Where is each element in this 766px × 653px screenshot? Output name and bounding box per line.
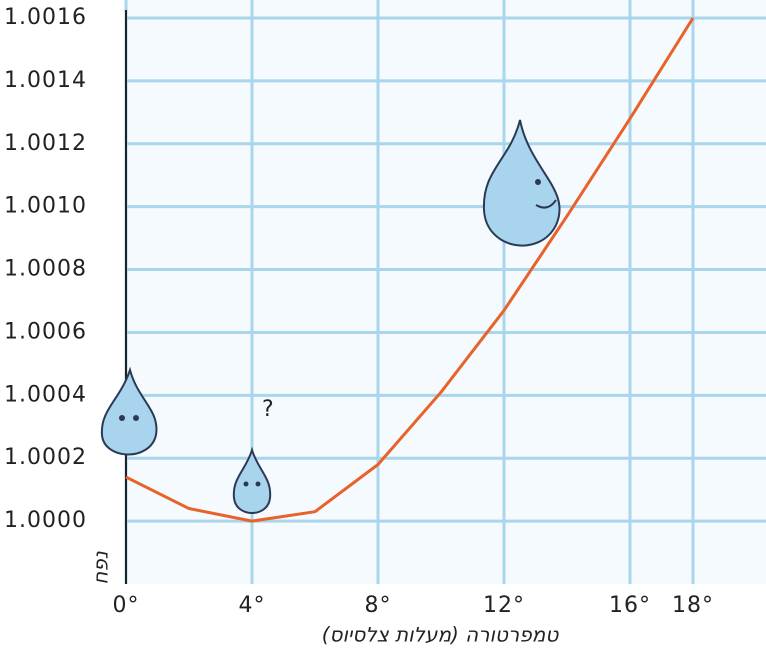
- y-tick-label: 1.0010: [4, 194, 87, 219]
- x-tick-label: 4°: [239, 593, 266, 618]
- y-tick-label: 1.0002: [4, 445, 87, 470]
- y-axis-label: נפח: [89, 551, 113, 585]
- y-tick-label: 1.0014: [4, 68, 87, 93]
- chart: נפח טמפרטורה (מעלות צלסיוס) ? 1.0000 1.00…: [0, 0, 766, 653]
- y-tick-label: 1.0012: [4, 131, 87, 156]
- x-tick-label: 16°: [609, 593, 651, 618]
- y-tick-label: 1.0008: [4, 257, 87, 282]
- x-tick-label: 0°: [113, 593, 140, 618]
- question-mark: ?: [262, 397, 274, 422]
- x-axis-label: טמפרטורה (מעלות צלסיוס): [322, 623, 560, 647]
- x-tick-label: 18°: [672, 593, 714, 618]
- y-tick-label: 1.0004: [4, 382, 87, 407]
- y-tick-label: 1.0000: [4, 508, 87, 533]
- x-tick-label: 12°: [483, 593, 525, 618]
- plot-area: [126, 0, 766, 584]
- x-tick-label: 8°: [365, 593, 392, 618]
- y-tick-label: 1.0006: [4, 319, 87, 344]
- y-tick-label: 1.0016: [4, 5, 87, 30]
